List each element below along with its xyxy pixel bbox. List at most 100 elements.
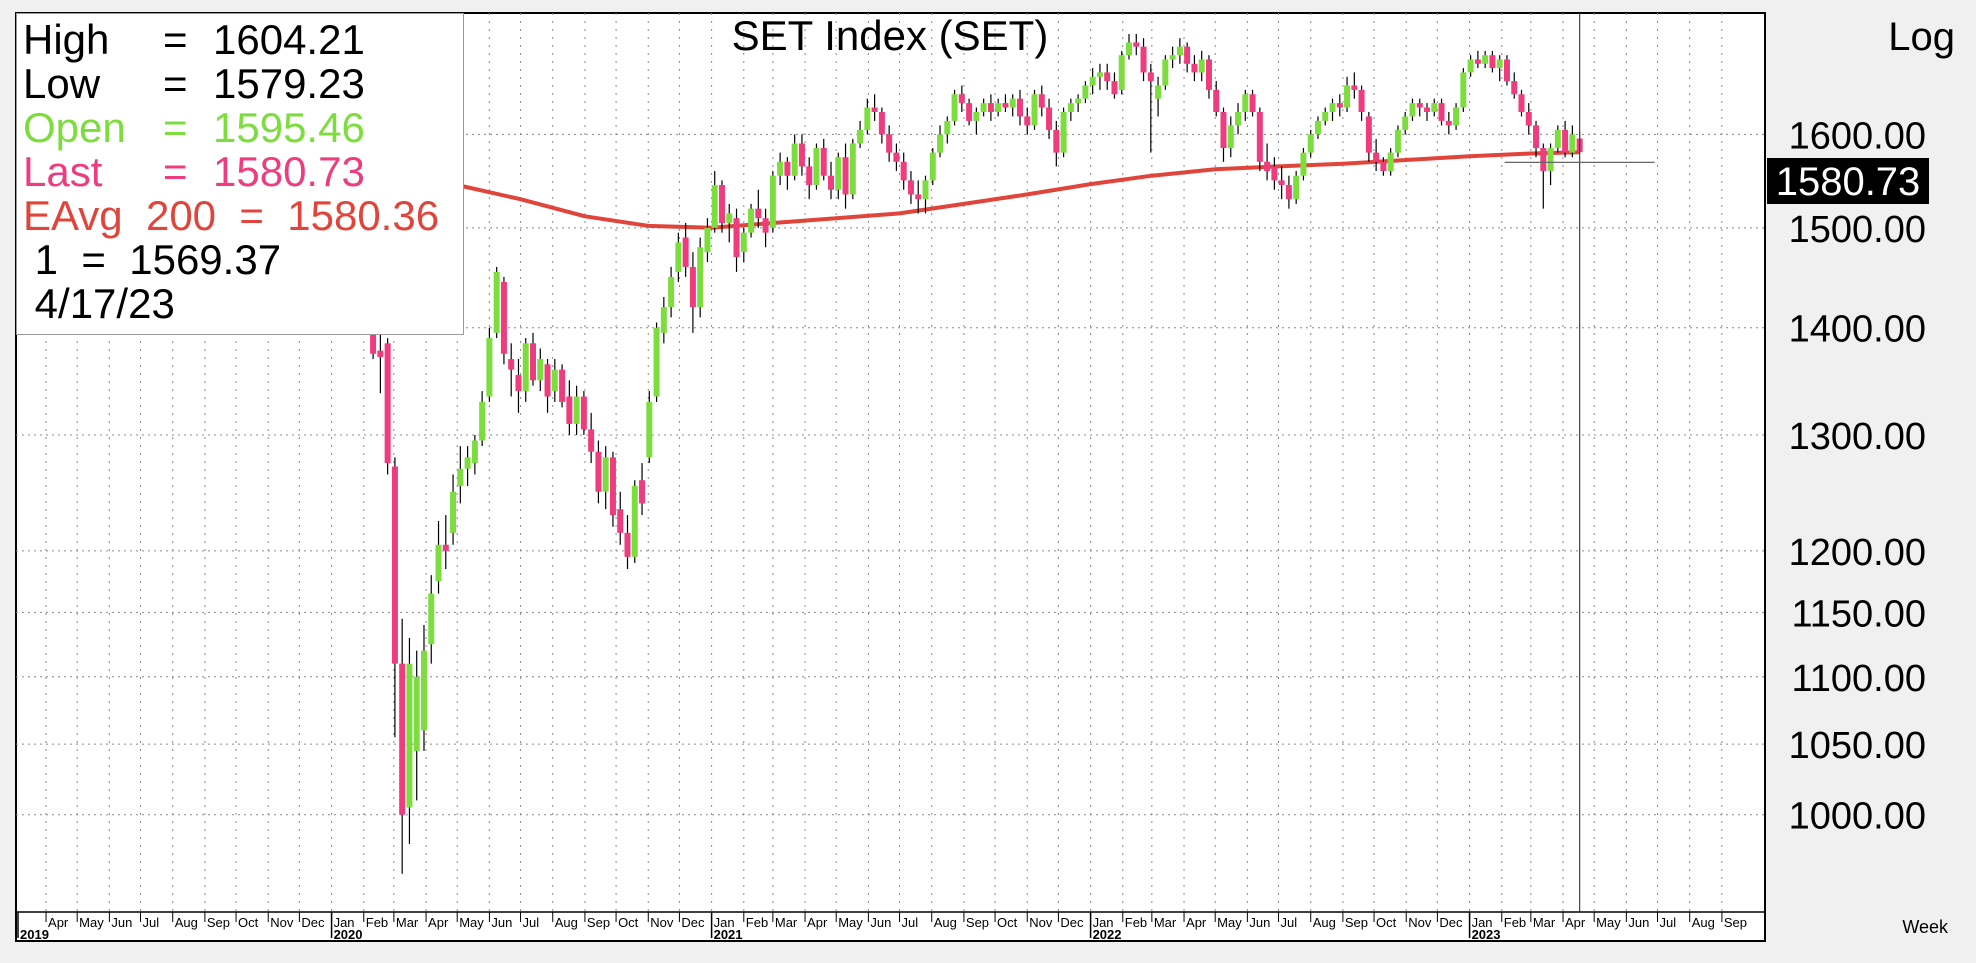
- candle-body-down: [1016, 98, 1023, 117]
- candle-body-up: [704, 227, 711, 253]
- x-tick-label: Oct: [618, 915, 639, 930]
- candle-body-down: [1416, 103, 1423, 108]
- year-label: 2021: [714, 927, 743, 942]
- candle-body-down: [588, 429, 595, 452]
- x-tick-label: Oct: [238, 915, 259, 930]
- candle-body-down: [878, 111, 885, 135]
- y-tick-label: 1300.00: [1789, 416, 1926, 458]
- info-open: Open = 1595.46: [23, 106, 463, 150]
- candle-body-up: [1227, 125, 1234, 149]
- candle-body-down: [595, 451, 602, 492]
- candle-body-down: [1184, 46, 1191, 64]
- candle-body-up: [479, 401, 486, 441]
- candle-body-down: [1518, 94, 1525, 112]
- x-tick-label: Nov: [1408, 915, 1432, 930]
- x-tick-label: May: [838, 915, 863, 930]
- x-tick-label: Feb: [746, 915, 768, 930]
- candle-body-down: [1540, 148, 1547, 172]
- candle-body-up: [937, 134, 944, 153]
- candle-body-up: [740, 232, 747, 253]
- x-tick-label: Aug: [175, 915, 198, 930]
- candle-body-up: [420, 650, 427, 731]
- x-tick-label: Apr: [48, 915, 69, 930]
- year-label: 2022: [1093, 927, 1122, 942]
- x-tick-label: Dec: [301, 915, 325, 930]
- candle-body-down: [1220, 111, 1227, 149]
- candle-body-down: [900, 161, 907, 181]
- x-tick-label: Jun: [870, 915, 891, 930]
- candle-body-down: [1358, 89, 1365, 112]
- candle-body-up: [1329, 103, 1336, 112]
- candle-body-up: [668, 276, 675, 308]
- grid-layer: [16, 13, 1765, 912]
- ema200-line: [331, 150, 1580, 230]
- info-high-value: 1604.21: [213, 16, 365, 63]
- candle-body-up: [813, 148, 820, 186]
- info-low-label: Low: [23, 60, 101, 107]
- info-last-value: 1580.73: [213, 148, 365, 195]
- candle-body-down: [1351, 85, 1358, 90]
- candle-body-up: [980, 103, 987, 112]
- candle-body-down: [391, 466, 398, 664]
- info-last-label: Last: [23, 148, 103, 195]
- candle-body-down: [1147, 72, 1154, 82]
- candle-body-down: [1038, 94, 1045, 108]
- info-eavg: EAvg 200 = 1580.36: [23, 192, 440, 239]
- candle-body-down: [1445, 120, 1452, 126]
- candle-body-up: [1387, 152, 1394, 172]
- candle-body-down: [1104, 72, 1111, 82]
- candle-body-down: [1111, 81, 1118, 95]
- scale-label: Log: [1888, 15, 1955, 59]
- candle-body-up: [1547, 148, 1554, 172]
- candle-body-up: [1314, 120, 1321, 135]
- candle-body-up: [1089, 76, 1096, 86]
- candle-body-down: [617, 509, 624, 533]
- candle-body-down: [893, 152, 900, 162]
- x-tick-label: Feb: [366, 915, 388, 930]
- x-tick-label: May: [459, 915, 484, 930]
- candle-body-up: [1394, 129, 1401, 153]
- candle-body-down: [966, 103, 973, 121]
- candle-body-down: [500, 281, 507, 354]
- candle-body-down: [1271, 166, 1278, 181]
- x-tick-label: Jan: [1472, 915, 1493, 930]
- x-tick-label: Sep: [1724, 915, 1747, 930]
- candle-body-down: [755, 208, 762, 219]
- candle-body-up: [413, 676, 420, 752]
- y-tick-label: 1600.00: [1789, 115, 1926, 157]
- candle-body-down: [1191, 63, 1198, 73]
- candle-body-down: [1053, 129, 1060, 153]
- candle-body-down: [515, 374, 522, 392]
- candle-body-up: [1431, 103, 1438, 112]
- info-last-eq: =: [163, 148, 188, 195]
- candle-body-up: [1162, 59, 1169, 86]
- candle-body-up: [1031, 94, 1038, 126]
- x-tick-label: Jan: [714, 915, 735, 930]
- candle-body-up: [995, 103, 1002, 112]
- candle-body-up: [675, 242, 682, 272]
- x-tick-label: Nov: [270, 915, 294, 930]
- candle-body-down: [530, 343, 537, 381]
- y-tick-label: 1100.00: [1791, 658, 1926, 700]
- candle-body-up: [428, 593, 435, 645]
- candle-body-up: [1235, 111, 1242, 126]
- candle-body-down: [907, 180, 914, 195]
- candle-body-up: [457, 468, 464, 486]
- x-tick-label: Apr: [1565, 915, 1586, 930]
- candle-body-up: [464, 457, 471, 469]
- year-label: 2023: [1472, 927, 1501, 942]
- x-tick-label: Feb: [1125, 915, 1147, 930]
- candle-body-up: [1554, 129, 1561, 149]
- candle-body-down: [1438, 103, 1445, 121]
- candle-body-down: [1024, 116, 1031, 126]
- candle-body-up: [1453, 107, 1460, 126]
- info-high-label: High: [23, 16, 110, 63]
- candle-body-up: [1067, 103, 1074, 112]
- x-tick-label: Apr: [807, 915, 828, 930]
- candle-body-down: [566, 396, 573, 424]
- candle-body-up: [1198, 59, 1205, 73]
- x-tick-label: May: [1596, 915, 1621, 930]
- x-tick-label: May: [1217, 915, 1242, 930]
- x-tick-label: Feb: [1504, 915, 1526, 930]
- candle-body-up: [1300, 152, 1307, 176]
